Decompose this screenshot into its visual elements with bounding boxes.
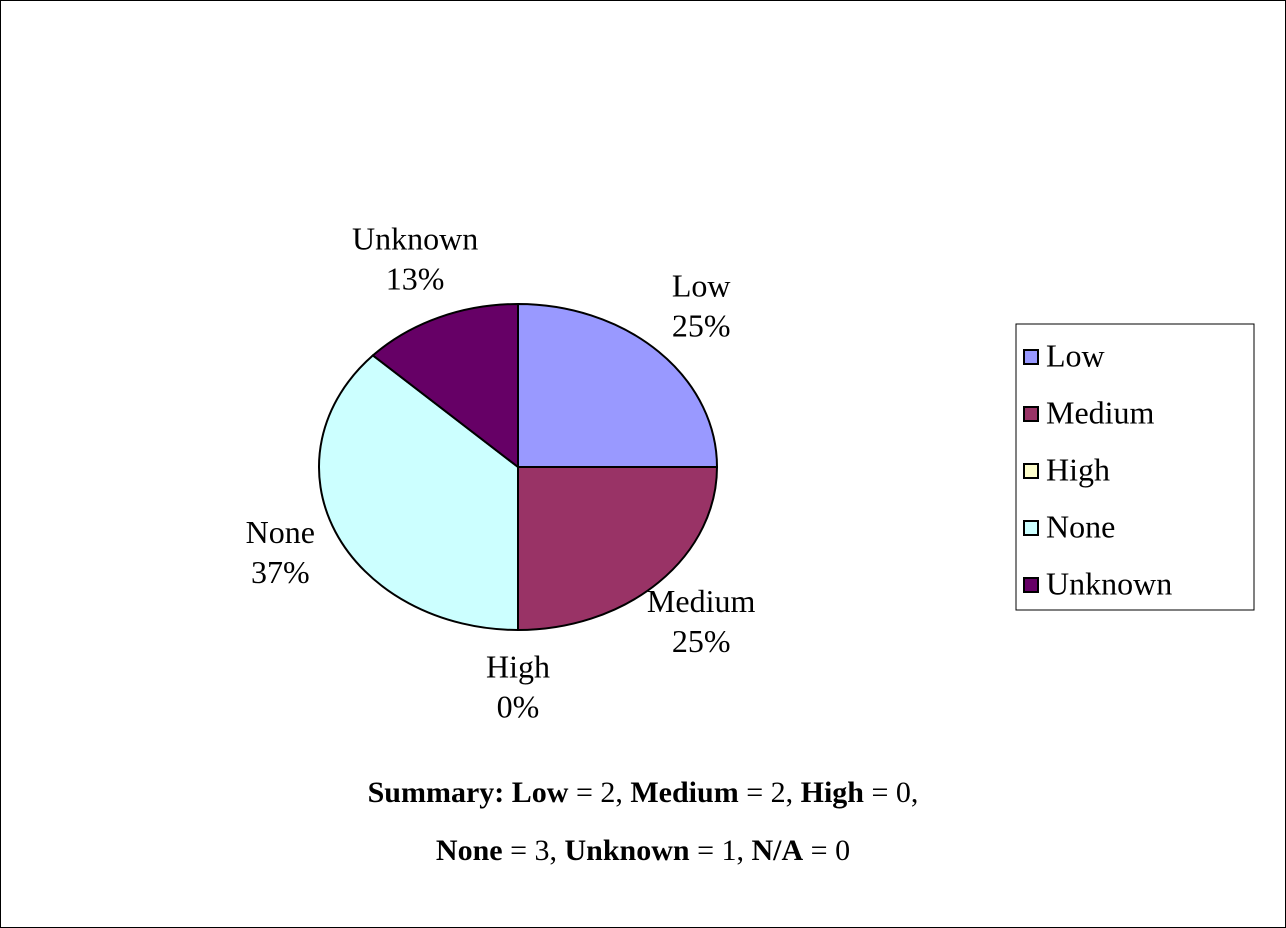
summary-name: Medium [630, 776, 738, 809]
legend-label: Unknown [1046, 565, 1172, 601]
summary-name: Low [512, 776, 569, 809]
slice-label-value: 25% [672, 623, 731, 659]
summary-count: = 1, [697, 834, 744, 867]
legend-swatch [1023, 349, 1039, 365]
slice-label-name: Medium [647, 583, 756, 619]
legend-swatch [1023, 406, 1039, 422]
slice-label-value: 0% [497, 688, 540, 724]
summary-count: = 0 [811, 834, 850, 867]
summary-count: = 3, [510, 834, 557, 867]
slice-label-name: None [246, 514, 315, 550]
pie-slice [517, 302, 719, 468]
slice-label-name: High [486, 648, 550, 684]
legend-label: None [1046, 508, 1115, 544]
summary-name: Unknown [565, 834, 690, 867]
legend-swatch [1023, 577, 1039, 593]
summary-count: = 2, [746, 776, 793, 809]
summary-count: = 0, [871, 776, 918, 809]
legend-label: Low [1046, 337, 1105, 373]
legend-label: Medium [1046, 394, 1155, 430]
summary-name: None [436, 834, 503, 867]
slice-label-name: Unknown [352, 221, 478, 257]
summary-name: N/A [752, 834, 804, 867]
slice-label-value: 13% [386, 261, 445, 297]
legend-box [1015, 323, 1255, 611]
summary-line: Summary: Low = 2, Medium = 2, High = 0, [368, 776, 919, 809]
summary-line: None = 3, Unknown = 1, N/A = 0 [436, 834, 850, 867]
legend-swatch [1023, 463, 1039, 479]
pie-slice [517, 466, 719, 632]
summary-name: High [801, 776, 865, 809]
pie-slice [371, 302, 519, 470]
summary-title: Summary: [368, 776, 505, 809]
legend-label: High [1046, 451, 1110, 487]
slice-label-value: 25% [672, 308, 731, 344]
legend-swatch [1023, 520, 1039, 536]
pie-slice [318, 354, 519, 632]
slice-label-value: 37% [251, 554, 310, 590]
slice-label-name: Low [672, 268, 731, 304]
summary-count: = 2, [576, 776, 623, 809]
